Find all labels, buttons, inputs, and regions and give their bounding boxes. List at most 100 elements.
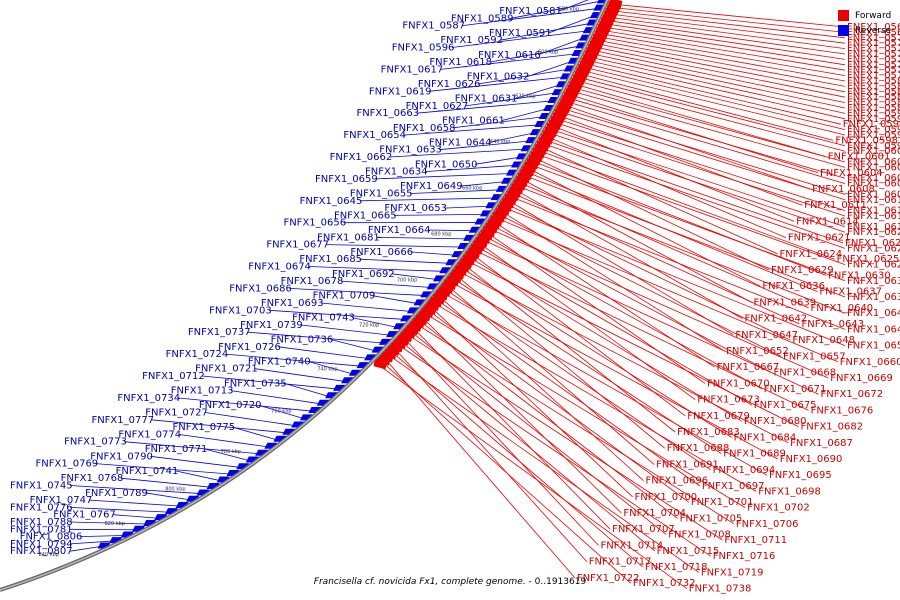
- reverse-gene-label: FNFX1_0775: [173, 422, 236, 433]
- forward-leader-line: [457, 270, 789, 444]
- map-caption: Francisella cf. novicida Fx1, complete g…: [0, 577, 900, 587]
- forward-gene-label: FNFX1_0593: [847, 114, 900, 125]
- reverse-gene-label: FNFX1_0591: [489, 28, 552, 39]
- reverse-leader-line: [427, 229, 472, 232]
- reverse-gene-label: FNFX1_0740: [248, 356, 311, 367]
- forward-gene-label: FNFX1_0697: [702, 481, 765, 492]
- reverse-gene-label: FNFX1_0587: [402, 21, 465, 32]
- forward-gene-label: FNFX1_0628: [847, 260, 900, 271]
- reverse-gene-label: FNFX1_0781: [10, 524, 73, 535]
- forward-gene-label: FNFX1_0622: [845, 238, 900, 249]
- forward-gene-label: FNFX1_0569: [847, 27, 900, 38]
- reverse-gene-label: FNFX1_0649: [400, 181, 463, 192]
- reverse-gene-label: FNFX1_0735: [224, 378, 287, 389]
- forward-leader-line: [522, 174, 846, 298]
- forward-leader-line: [573, 83, 826, 157]
- reverse-leader-line: [488, 132, 533, 143]
- reverse-gene-label: FNFX1_0703: [209, 305, 272, 316]
- forward-leader-line: [502, 206, 846, 346]
- forward-gene-label: FNFX1_0594: [843, 119, 900, 130]
- reverse-gene-label: FNFX1_0693: [261, 298, 324, 309]
- forward-gene-label: FNFX1_0716: [713, 551, 776, 562]
- reverse-gene-label: FNFX1_0774: [118, 429, 181, 440]
- reverse-gene-label: FNFX1_0617: [381, 64, 444, 75]
- forward-gene-label: FNFX1_0607: [847, 179, 900, 190]
- tick-label: 700 kbp: [397, 277, 417, 283]
- forward-leader-line: [560, 107, 846, 195]
- forward-gene-label: FNFX1_0571: [847, 38, 900, 49]
- forward-leader-line: [417, 319, 678, 519]
- forward-gene-label: FNFX1_0611: [804, 200, 867, 211]
- reverse-gene-label: FNFX1_0666: [350, 247, 413, 258]
- reverse-leader-line: [232, 426, 277, 441]
- reverse-gene-label: FNFX1_0681: [317, 232, 380, 243]
- forward-leader-line: [610, 6, 846, 33]
- forward-gene-label: FNFX1_0582: [847, 76, 900, 87]
- forward-gene-label: FNFX1_0573: [847, 44, 900, 55]
- reverse-leader-line: [326, 244, 461, 248]
- forward-leader-line: [545, 135, 787, 238]
- forward-gene-label: FNFX1_0667: [717, 362, 780, 373]
- forward-gene-label: FNFX1_0719: [701, 567, 764, 578]
- forward-gene-label: FNFX1_0613: [847, 211, 900, 222]
- forward-gene-label: FNFX1_0680: [744, 416, 807, 427]
- forward-gene-label: FNFX1_0635: [847, 276, 900, 287]
- reverse-leader-line: [320, 302, 410, 312]
- sequence-range: - 0..1913619: [525, 577, 587, 587]
- forward-gene-label: FNFX1_0704: [623, 508, 686, 519]
- forward-gene-label: FNFX1_0615: [847, 222, 900, 233]
- forward-gene-label: FNFX1_0711: [724, 535, 787, 546]
- reverse-gene-label: FNFX1_0634: [365, 167, 428, 178]
- reverse-gene-label: FNFX1_0645: [300, 196, 363, 207]
- reverse-leader-line: [151, 419, 286, 434]
- tick-label: 580 kbp: [559, 6, 579, 12]
- forward-leader-line: [587, 56, 846, 114]
- reverse-gene-label: FNFX1_0665: [334, 210, 397, 221]
- tick-label: 800 kbp: [165, 486, 185, 492]
- reverse-leader-lines: [69, 0, 600, 552]
- reverse-gene-label: FNFX1_0747: [30, 495, 93, 506]
- forward-gene-label: FNFX1_0672: [820, 389, 883, 400]
- reverse-leader-line: [452, 116, 542, 129]
- forward-leader-line: [513, 188, 743, 319]
- forward-leader-line: [405, 333, 723, 541]
- forward-leader-line: [509, 195, 846, 330]
- forward-gene-label: FNFX1_0624: [779, 249, 842, 260]
- reverse-leader-line: [428, 76, 563, 92]
- forward-leader-line: [603, 23, 846, 60]
- reverse-leader-line: [308, 266, 443, 272]
- reverse-gene-label: FNFX1_0692: [332, 269, 395, 280]
- forward-leader-line: [553, 121, 846, 217]
- reverse-gene-label: FNFX1_0685: [299, 254, 362, 265]
- forward-leader-line: [449, 281, 778, 460]
- reverse-leader-line: [113, 514, 158, 519]
- reverse-gene-label: FNFX1_0655: [350, 189, 413, 200]
- forward-leader-line: [533, 156, 770, 271]
- reverse-leader-line: [330, 339, 375, 352]
- forward-gene-feature: [373, 358, 388, 370]
- forward-leader-line: [414, 322, 735, 525]
- reverse-leader-line: [269, 309, 404, 320]
- forward-leader-lines: [377, 3, 846, 589]
- reverse-leader-line: [474, 156, 519, 165]
- forward-leader-line: [543, 139, 844, 244]
- forward-gene-label: FNFX1_0675: [754, 400, 817, 411]
- forward-leader-line: [480, 238, 819, 395]
- forward-gene-label: FNFX1_0610: [847, 195, 900, 206]
- forward-leader-line: [529, 163, 846, 282]
- forward-leader-line: [539, 146, 778, 255]
- reverse-gene-label: FNFX1_0662: [330, 152, 393, 163]
- reverse-leader-line: [416, 100, 551, 114]
- forward-gene-label: FNFX1_0689: [723, 449, 786, 460]
- forward-leader-line: [571, 86, 846, 163]
- forward-gene-label: FNFX1_0687: [790, 438, 853, 449]
- reverse-leader-line: [393, 213, 483, 216]
- reverse-gene-label: FNFX1_0769: [36, 459, 99, 470]
- reverse-leader-line: [95, 463, 230, 475]
- forward-gene-label: FNFX1_0652: [726, 346, 789, 357]
- forward-gene-label: FNFX1_0608: [812, 184, 875, 195]
- forward-gene-label: FNFX1_0585: [847, 92, 900, 103]
- forward-gene-label: FNFX1_0684: [734, 432, 797, 443]
- genome-backbone-highlight: [0, 0, 609, 591]
- forward-leader-line: [483, 234, 762, 390]
